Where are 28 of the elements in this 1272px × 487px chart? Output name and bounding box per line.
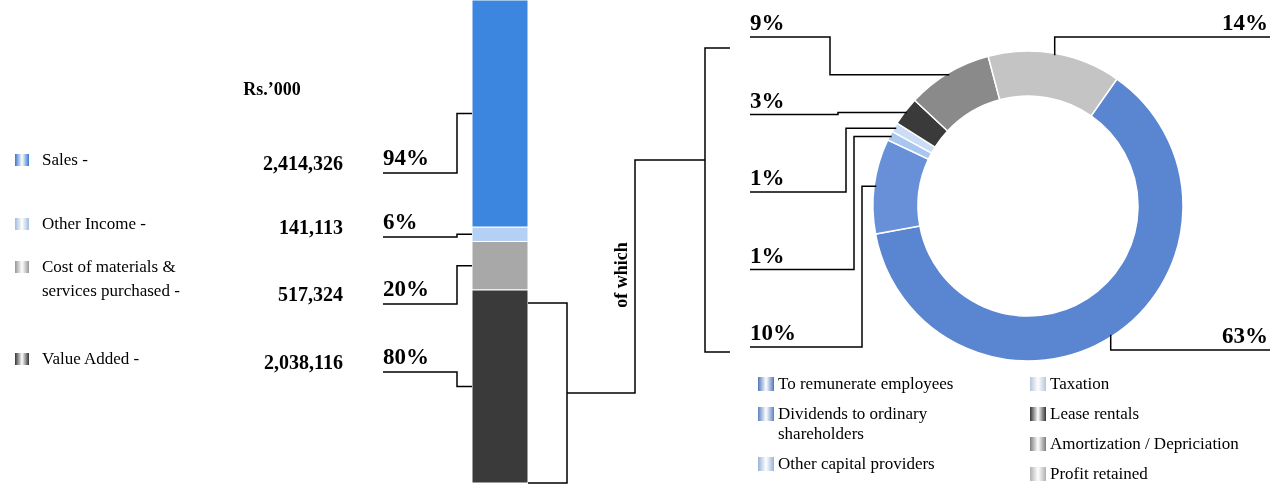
data-label: 6% <box>383 209 418 234</box>
text: 141,113 <box>279 216 343 238</box>
text: 2,414,326 <box>263 152 343 174</box>
legend-label: Profit retained <box>1050 464 1149 483</box>
text: 517,324 <box>278 283 343 305</box>
data-label: 20% <box>383 276 429 301</box>
legend-label: Dividends to ordinary shareholders <box>778 404 928 443</box>
data-label: 10% <box>750 320 796 345</box>
legend-label: Taxation <box>1050 374 1110 393</box>
data-label: 63% <box>1222 323 1268 348</box>
data-label: 80% <box>383 344 429 369</box>
legend-label: Other capital providers <box>778 454 935 473</box>
legend-label: Amortization / Depriciation <box>1050 434 1240 453</box>
legend-label: Sales - <box>42 150 89 169</box>
text: of which <box>611 242 631 308</box>
data-label: 94% <box>383 145 429 170</box>
legend-label: Other Income - <box>42 214 147 233</box>
text: 2,038,116 <box>264 351 343 373</box>
data-label: 9% <box>750 10 785 35</box>
text: Rs.’000 <box>243 79 301 99</box>
legend-label: To remunerate employees <box>778 374 954 393</box>
data-label: 3% <box>750 87 785 113</box>
legend-label: Lease rentals <box>1050 404 1140 423</box>
data-label: 14% <box>1222 10 1268 35</box>
legend-label: Value Added - <box>42 349 140 368</box>
data-label: 1% <box>750 242 785 268</box>
legend-label: Cost of materials & services purchased - <box>42 257 181 300</box>
data-label: 1% <box>750 165 785 190</box>
